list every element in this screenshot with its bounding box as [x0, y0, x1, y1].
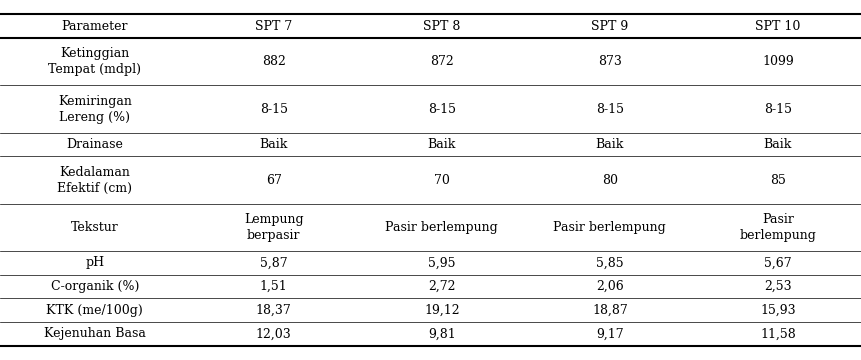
Text: 882: 882	[262, 55, 285, 68]
Text: 5,95: 5,95	[428, 256, 455, 269]
Text: Baik: Baik	[595, 138, 623, 151]
Text: 2,06: 2,06	[595, 280, 623, 293]
Text: 8-15: 8-15	[595, 103, 623, 116]
Text: Baik: Baik	[259, 138, 288, 151]
Text: 70: 70	[433, 174, 449, 186]
Text: SPT 10: SPT 10	[754, 20, 800, 33]
Text: 67: 67	[265, 174, 282, 186]
Text: 80: 80	[601, 174, 617, 186]
Text: 8-15: 8-15	[763, 103, 791, 116]
Text: 8-15: 8-15	[427, 103, 455, 116]
Text: SPT 7: SPT 7	[255, 20, 292, 33]
Text: Baik: Baik	[763, 138, 791, 151]
Text: Pasir
berlempung: Pasir berlempung	[739, 213, 815, 242]
Text: Pasir berlempung: Pasir berlempung	[385, 221, 498, 234]
Text: 872: 872	[430, 55, 453, 68]
Text: 15,93: 15,93	[759, 303, 795, 316]
Text: 19,12: 19,12	[424, 303, 459, 316]
Text: 873: 873	[598, 55, 621, 68]
Text: 18,37: 18,37	[256, 303, 291, 316]
Text: 1099: 1099	[761, 55, 793, 68]
Text: 5,87: 5,87	[259, 256, 288, 269]
Text: SPT 9: SPT 9	[591, 20, 628, 33]
Text: Parameter: Parameter	[61, 20, 128, 33]
Text: 12,03: 12,03	[256, 327, 291, 340]
Text: Ketinggian
Tempat (mdpl): Ketinggian Tempat (mdpl)	[48, 47, 141, 76]
Text: Lempung
berpasir: Lempung berpasir	[244, 213, 303, 242]
Text: 8-15: 8-15	[259, 103, 288, 116]
Text: Kejenuhan Basa: Kejenuhan Basa	[44, 327, 146, 340]
Text: 18,87: 18,87	[592, 303, 627, 316]
Text: Tekstur: Tekstur	[71, 221, 119, 234]
Text: Baik: Baik	[427, 138, 455, 151]
Text: 9,17: 9,17	[595, 327, 623, 340]
Text: KTK (me/100g): KTK (me/100g)	[46, 303, 143, 316]
Text: C-organik (%): C-organik (%)	[51, 280, 139, 293]
Text: pH: pH	[85, 256, 104, 269]
Text: 2,72: 2,72	[428, 280, 455, 293]
Text: Kedalaman
Efektif (cm): Kedalaman Efektif (cm)	[57, 166, 133, 194]
Text: SPT 8: SPT 8	[423, 20, 460, 33]
Text: 2,53: 2,53	[763, 280, 791, 293]
Text: 9,81: 9,81	[427, 327, 455, 340]
Text: Drainase: Drainase	[66, 138, 123, 151]
Text: 85: 85	[769, 174, 785, 186]
Text: 1,51: 1,51	[259, 280, 288, 293]
Text: Kemiringan
Lereng (%): Kemiringan Lereng (%)	[58, 95, 132, 123]
Text: 11,58: 11,58	[759, 327, 795, 340]
Text: 5,85: 5,85	[595, 256, 623, 269]
Text: 5,67: 5,67	[763, 256, 791, 269]
Text: Pasir berlempung: Pasir berlempung	[553, 221, 666, 234]
